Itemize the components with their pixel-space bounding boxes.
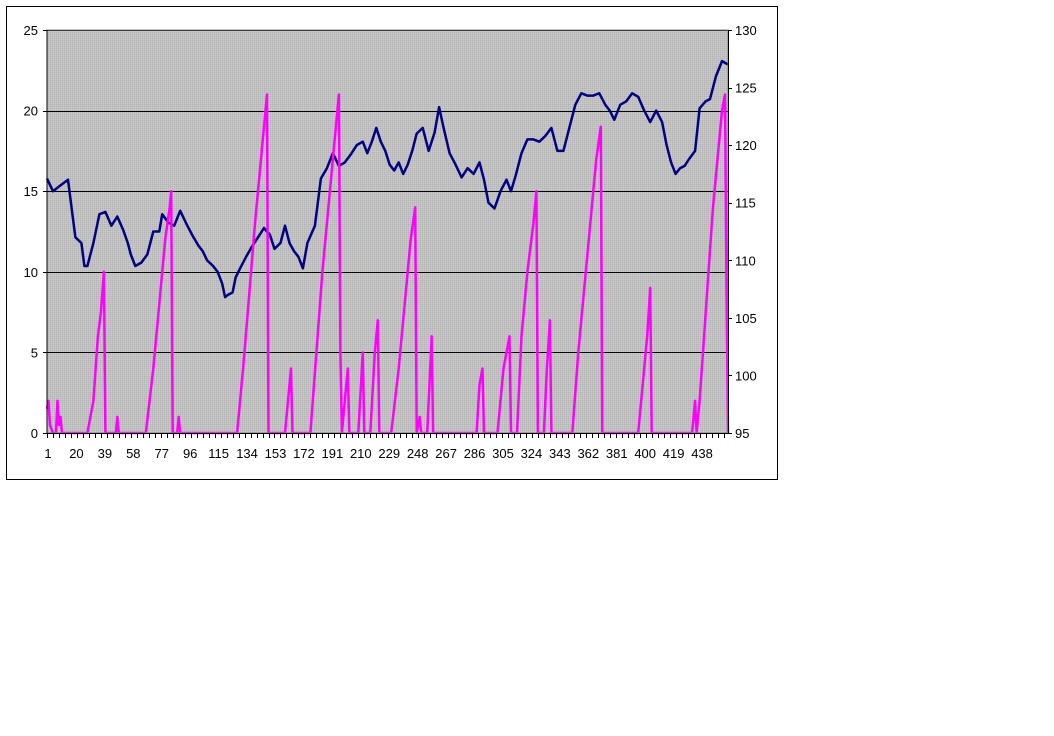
x-tick-label: 96 — [183, 446, 197, 461]
x-tick-label: 286 — [464, 446, 486, 461]
y2-tick-label: 95 — [735, 426, 749, 441]
x-tick-label: 1 — [44, 446, 51, 461]
x-tick-label: 438 — [691, 446, 713, 461]
y2-tick-label: 130 — [735, 23, 757, 38]
y-tick-label: 5 — [31, 345, 38, 360]
y2-tick-label: 100 — [735, 368, 757, 383]
x-tick-label: 191 — [322, 446, 344, 461]
x-tick-label: 267 — [435, 446, 457, 461]
x-tick-label: 229 — [378, 446, 400, 461]
series-layer — [45, 59, 730, 435]
x-tick-label: 362 — [577, 446, 599, 461]
x-tick-label: 419 — [663, 446, 685, 461]
x-tick-label: 115 — [208, 446, 229, 461]
x-tick-label: 381 — [606, 446, 628, 461]
y-tick-label: 25 — [24, 23, 38, 38]
x-tick-label: 39 — [98, 446, 112, 461]
y-tick-label: 0 — [31, 426, 38, 441]
axes-layer — [43, 30, 732, 438]
y2-tick-label: 120 — [735, 138, 757, 153]
series-line-primary — [45, 93, 730, 435]
x-tick-label: 305 — [492, 446, 514, 461]
x-tick-label: 58 — [126, 446, 140, 461]
x-tick-label: 324 — [521, 446, 543, 461]
x-tick-label: 77 — [155, 446, 169, 461]
y2-tick-label: 105 — [735, 311, 757, 326]
x-tick-label: 210 — [350, 446, 372, 461]
x-tick-label: 172 — [293, 446, 315, 461]
y2-tick-label: 110 — [735, 253, 756, 268]
y2-tick-label: 125 — [735, 81, 757, 96]
y-tick-label: 10 — [24, 265, 38, 280]
x-tick-label: 134 — [236, 446, 258, 461]
x-tick-label: 248 — [407, 446, 429, 461]
plot-area — [47, 30, 728, 433]
x-tick-label: 343 — [549, 446, 571, 461]
x-tick-label: 400 — [634, 446, 656, 461]
y2-tick-label: 115 — [735, 196, 756, 211]
y-tick-label: 15 — [24, 184, 38, 199]
y-tick-label: 20 — [24, 104, 38, 119]
x-tick-label: 20 — [69, 446, 83, 461]
series-line-secondary — [45, 59, 729, 299]
x-tick-label: 153 — [265, 446, 287, 461]
